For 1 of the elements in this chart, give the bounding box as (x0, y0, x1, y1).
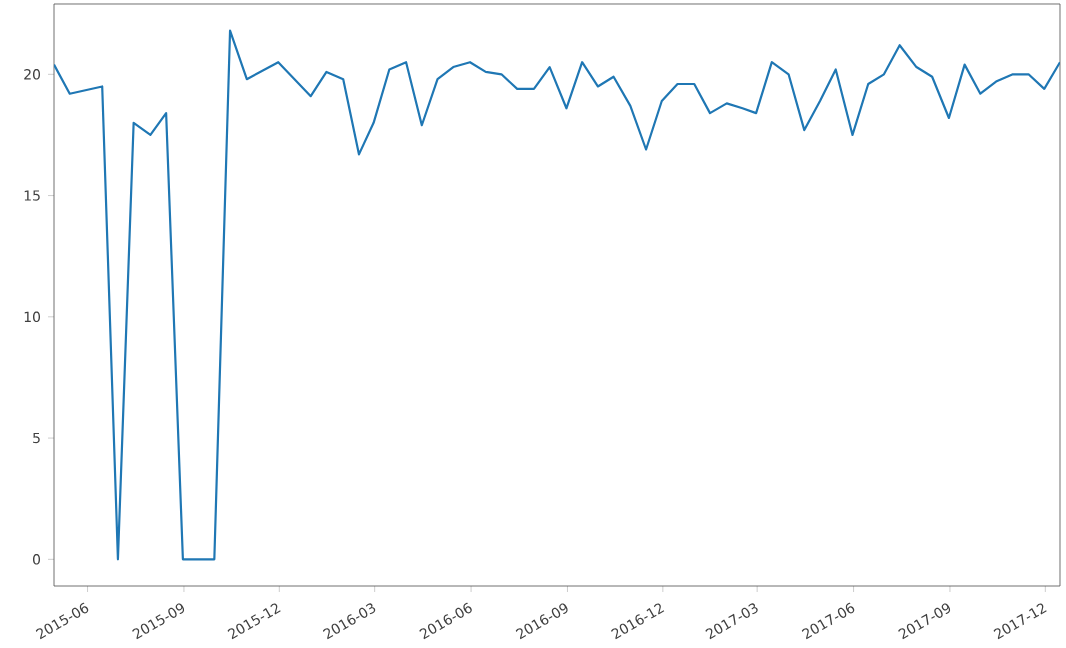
line-series (54, 29, 1060, 561)
